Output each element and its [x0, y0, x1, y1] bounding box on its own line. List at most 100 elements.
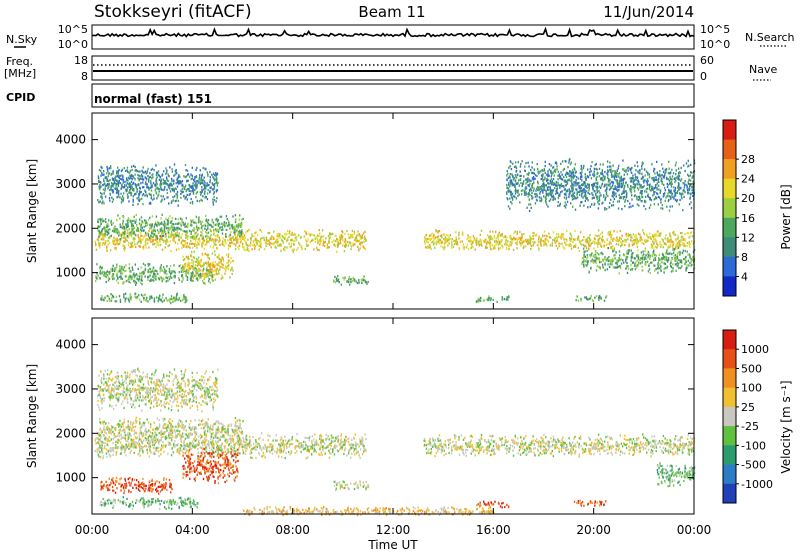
range-cell — [599, 233, 602, 236]
range-cell — [115, 295, 118, 298]
range-cell — [163, 220, 166, 223]
range-cell — [185, 232, 188, 235]
range-cell — [584, 188, 586, 191]
range-cell — [151, 296, 153, 299]
range-cell — [606, 169, 609, 172]
range-cell — [169, 240, 172, 243]
range-cell — [686, 250, 688, 253]
range-cell — [614, 257, 616, 260]
range-cell — [352, 242, 354, 245]
range-cell — [101, 295, 103, 298]
range-cell — [292, 250, 294, 253]
range-cell — [206, 266, 208, 269]
range-cell — [601, 177, 603, 180]
range-cell — [645, 190, 648, 194]
range-cell — [101, 192, 103, 196]
range-cell — [605, 259, 607, 262]
range-cell — [534, 241, 536, 244]
range-cell — [136, 242, 138, 245]
range-cell — [106, 168, 109, 171]
range-cell — [345, 244, 348, 247]
range-cell — [579, 204, 581, 207]
range-cell — [517, 194, 519, 197]
range-cell — [195, 192, 198, 195]
range-cell — [531, 185, 533, 188]
range-cell — [674, 186, 677, 190]
range-cell — [358, 233, 361, 236]
range-cell — [604, 263, 606, 266]
range-cell — [638, 171, 640, 174]
range-cell — [556, 165, 558, 168]
range-cell — [109, 228, 111, 231]
range-cell — [634, 185, 637, 188]
range-cell — [451, 240, 453, 243]
range-cell — [121, 267, 123, 270]
range-cell — [514, 230, 516, 233]
range-cell — [449, 234, 451, 237]
range-cell — [127, 182, 130, 185]
range-cell — [470, 239, 472, 242]
range-cell — [181, 273, 184, 277]
range-cell — [531, 197, 533, 200]
range-cell — [109, 270, 111, 273]
range-cell — [135, 296, 137, 299]
range-cell — [99, 242, 102, 245]
range-cell — [233, 243, 235, 246]
range-cell — [584, 296, 586, 299]
range-cell — [612, 188, 615, 191]
range-cell — [129, 293, 131, 296]
range-cell — [152, 275, 154, 278]
range-cell — [112, 222, 114, 225]
range-cell — [155, 177, 157, 180]
range-cell — [344, 245, 346, 248]
range-cell — [150, 177, 153, 180]
range-cell — [209, 229, 212, 233]
range-cell — [168, 244, 171, 247]
range-cell — [184, 301, 186, 304]
range-cell — [309, 241, 311, 244]
range-cell — [153, 228, 155, 231]
range-cell — [143, 298, 145, 301]
range-cell — [241, 231, 243, 234]
range-cell — [108, 183, 110, 186]
range-cell — [505, 247, 508, 250]
range-cell — [232, 260, 234, 263]
range-cell — [574, 208, 577, 211]
range-cell — [122, 197, 125, 200]
range-cell — [606, 243, 608, 246]
range-cell — [251, 235, 253, 238]
range-cell — [649, 185, 651, 188]
range-cell — [123, 225, 125, 229]
range-cell — [306, 240, 308, 243]
range-cell — [563, 247, 566, 250]
range-cell — [160, 185, 162, 188]
range-cell — [616, 200, 619, 203]
range-cell — [556, 236, 558, 239]
range-cell — [99, 218, 101, 221]
range-cell — [180, 236, 182, 239]
range-cell — [334, 245, 336, 248]
range-cell — [647, 236, 649, 239]
range-cell — [280, 244, 282, 247]
range-cell — [182, 264, 184, 267]
range-cell — [593, 254, 595, 257]
range-cell — [153, 194, 155, 197]
range-cell — [98, 201, 100, 204]
range-cell — [501, 244, 503, 247]
range-cell — [600, 260, 602, 264]
range-cell — [656, 160, 658, 163]
range-cell — [546, 244, 548, 247]
range-cell — [655, 235, 657, 238]
range-cell — [458, 248, 461, 251]
range-cell — [212, 275, 214, 278]
range-cell — [118, 181, 120, 184]
range-cell — [609, 261, 612, 264]
range-cell — [151, 268, 154, 271]
range-cell — [639, 233, 641, 236]
range-cell — [641, 254, 644, 257]
range-cell — [574, 238, 577, 241]
range-cell — [116, 170, 118, 173]
range-cell — [337, 275, 339, 278]
range-cell — [221, 222, 223, 225]
range-cell — [209, 262, 212, 265]
